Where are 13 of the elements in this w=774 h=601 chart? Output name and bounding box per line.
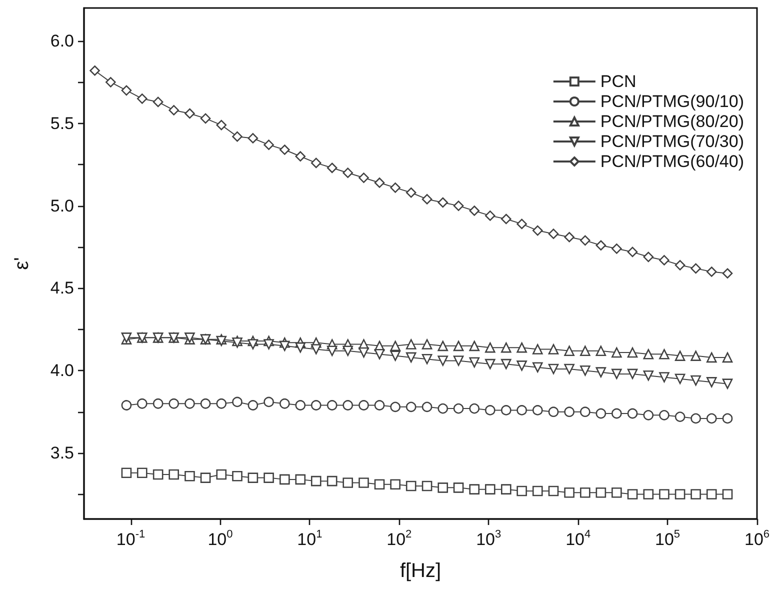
y-tick-label: 6.0 [50, 31, 74, 50]
y-tick-label: 3.5 [50, 444, 74, 463]
y-tick-label: 5.5 [50, 114, 74, 133]
legend-label: PCN [600, 72, 636, 91]
legend-label: PCN/PTMG(80/20) [600, 112, 744, 131]
legend-label: PCN/PTMG(70/30) [600, 132, 744, 151]
y-tick-label: 4.0 [50, 361, 74, 380]
y-tick-label: 5.0 [50, 196, 74, 216]
y-axis-title: ε' [11, 257, 33, 270]
legend-label: PCN/PTMG(90/10) [600, 92, 744, 111]
x-axis-title: f[Hz] [400, 560, 442, 582]
legend-label: PCN/PTMG(60/40) [600, 152, 744, 171]
y-tick-label: 4.5 [50, 278, 74, 298]
